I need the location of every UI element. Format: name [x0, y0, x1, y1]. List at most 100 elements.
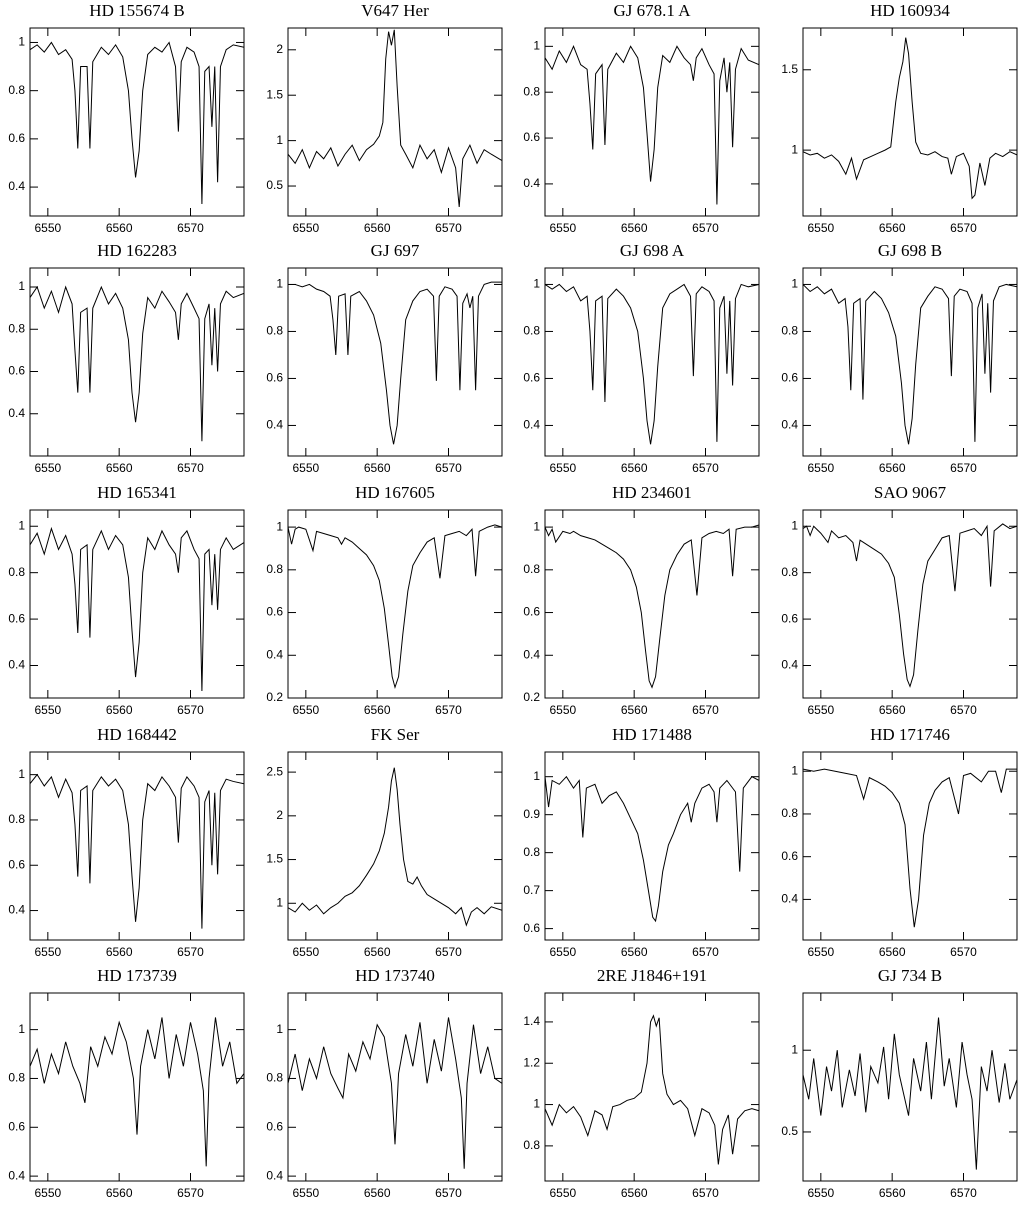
y-tick-label: 1: [276, 277, 283, 291]
plot-area: [545, 45, 759, 205]
x-tick-label: 6550: [807, 945, 834, 959]
axes-frame: [802, 509, 1018, 699]
y-tick-label: 2: [276, 42, 283, 56]
x-tick-label: 6570: [435, 945, 462, 959]
plot-area: [545, 524, 759, 689]
panel: HD 160934 6550 6560 6570 1 1.5: [781, 1, 1018, 235]
panel-title: HD 234601: [612, 483, 692, 502]
panel-title: FK Ser: [371, 725, 420, 744]
y-tick-label: 0.4: [781, 892, 798, 906]
x-tick-label: 6570: [692, 703, 719, 717]
x-tick-label: 6550: [807, 461, 834, 475]
x-tick-label: 6560: [364, 945, 391, 959]
x-tick-label: 6570: [177, 461, 204, 475]
spectrum-line: [545, 524, 759, 689]
y-tick-label: 1.5: [266, 87, 283, 101]
spectrum-line: [30, 773, 244, 929]
y-tick-label: 0.6: [523, 605, 540, 619]
axes-frame: [29, 751, 245, 941]
x-tick-label: 6570: [692, 1186, 719, 1200]
axes-frame: [802, 992, 1018, 1182]
y-tick-label: 0.5: [266, 178, 283, 192]
y-tick-label: 1.2: [523, 1055, 540, 1069]
y-tick-label: 0.8: [781, 565, 798, 579]
spectrum-line: [30, 285, 244, 442]
y-tick-label: 0.6: [781, 849, 798, 863]
y-tick-label: 0.4: [781, 658, 798, 672]
y-tick-label: 0.8: [266, 324, 283, 338]
spectrum-line: [545, 283, 759, 445]
y-tick-label: 1: [533, 1097, 540, 1111]
panel-title: 2RE J1846+191: [597, 966, 707, 985]
axes-frame: [287, 509, 503, 699]
plot-area: [288, 281, 502, 445]
panel-title: HD 167605: [355, 483, 435, 502]
spectrum-line: [545, 1014, 759, 1165]
x-tick-label: 6560: [621, 221, 648, 235]
x-tick-label: 6550: [292, 945, 319, 959]
spectrum-line: [545, 775, 759, 923]
y-tick-label: 0.8: [8, 812, 25, 826]
y-tick-label: 0.6: [8, 857, 25, 871]
y-tick-label: 0.6: [8, 611, 25, 625]
y-tick-label: 0.5: [781, 1124, 798, 1138]
y-tick-label: 0.8: [523, 84, 540, 98]
y-tick-label: 1: [533, 39, 540, 53]
panel: HD 168442 6550 6560 6570 0.4 0.6 0.8 1: [8, 725, 245, 959]
panel-title: HD 165341: [97, 483, 177, 502]
x-tick-label: 6570: [950, 945, 977, 959]
spectrum-line: [288, 281, 502, 445]
y-tick-label: 1: [791, 763, 798, 777]
panel-title: HD 173739: [97, 966, 177, 985]
y-tick-label: 0.4: [8, 1168, 25, 1182]
x-tick-label: 6560: [364, 703, 391, 717]
panel: HD 155674 B 6550 6560 6570 0.4 0.6 0.8 1: [8, 1, 245, 235]
axes-frame: [287, 992, 503, 1182]
axes-frame: [287, 267, 503, 457]
x-tick-label: 6560: [879, 461, 906, 475]
spectrum-line: [288, 1017, 502, 1169]
panel-title: GJ 697: [371, 241, 420, 260]
x-tick-label: 6570: [692, 221, 719, 235]
x-tick-label: 6560: [364, 1186, 391, 1200]
axes-frame: [544, 27, 760, 217]
y-tick-label: 0.4: [266, 418, 283, 432]
axes-frame: [29, 992, 245, 1182]
axes-frame: [29, 267, 245, 457]
y-tick-label: 0.4: [8, 658, 25, 672]
y-tick-label: 0.8: [8, 1071, 25, 1085]
panel-title: HD 171488: [612, 725, 692, 744]
spectrum-line: [30, 41, 244, 204]
axes-frame: [287, 751, 503, 941]
y-tick-label: 0.6: [266, 605, 283, 619]
panel-title: GJ 698 A: [620, 241, 685, 260]
plot-area: [803, 523, 1017, 688]
plot-area: [30, 773, 244, 929]
axes-frame: [802, 27, 1018, 217]
x-tick-label: 6550: [34, 945, 61, 959]
panel: GJ 698 A 6550 6560 6570 0.4 0.6 0.8 1: [523, 241, 760, 475]
panel: SAO 9067 6550 6560 6570 0.4 0.6 0.8 1: [781, 483, 1018, 717]
y-tick-label: 0.8: [8, 83, 25, 97]
x-tick-label: 6570: [692, 945, 719, 959]
y-tick-label: 0.4: [523, 647, 540, 661]
x-tick-label: 6550: [549, 945, 576, 959]
panel: GJ 678.1 A 6550 6560 6570 0.4 0.6 0.8 1: [523, 1, 760, 235]
x-tick-label: 6560: [106, 221, 133, 235]
y-tick-label: 1: [276, 895, 283, 909]
spectrum-line: [288, 767, 502, 927]
panel-title: SAO 9067: [874, 483, 947, 502]
spectrum-line: [803, 523, 1017, 688]
panel-title: V647 Her: [361, 1, 429, 20]
x-tick-label: 6550: [807, 221, 834, 235]
x-tick-label: 6560: [106, 945, 133, 959]
x-tick-label: 6560: [879, 945, 906, 959]
x-tick-label: 6570: [950, 461, 977, 475]
y-tick-label: 1: [533, 277, 540, 291]
panel-title: GJ 698 B: [878, 241, 942, 260]
panel: HD 171488 6550 6560 6570 0.6 0.7 0.8 0.9 1: [523, 725, 760, 959]
panel-title: HD 162283: [97, 241, 177, 260]
plot-area: [30, 1017, 244, 1167]
y-tick-label: 0.6: [266, 371, 283, 385]
x-tick-label: 6550: [549, 703, 576, 717]
